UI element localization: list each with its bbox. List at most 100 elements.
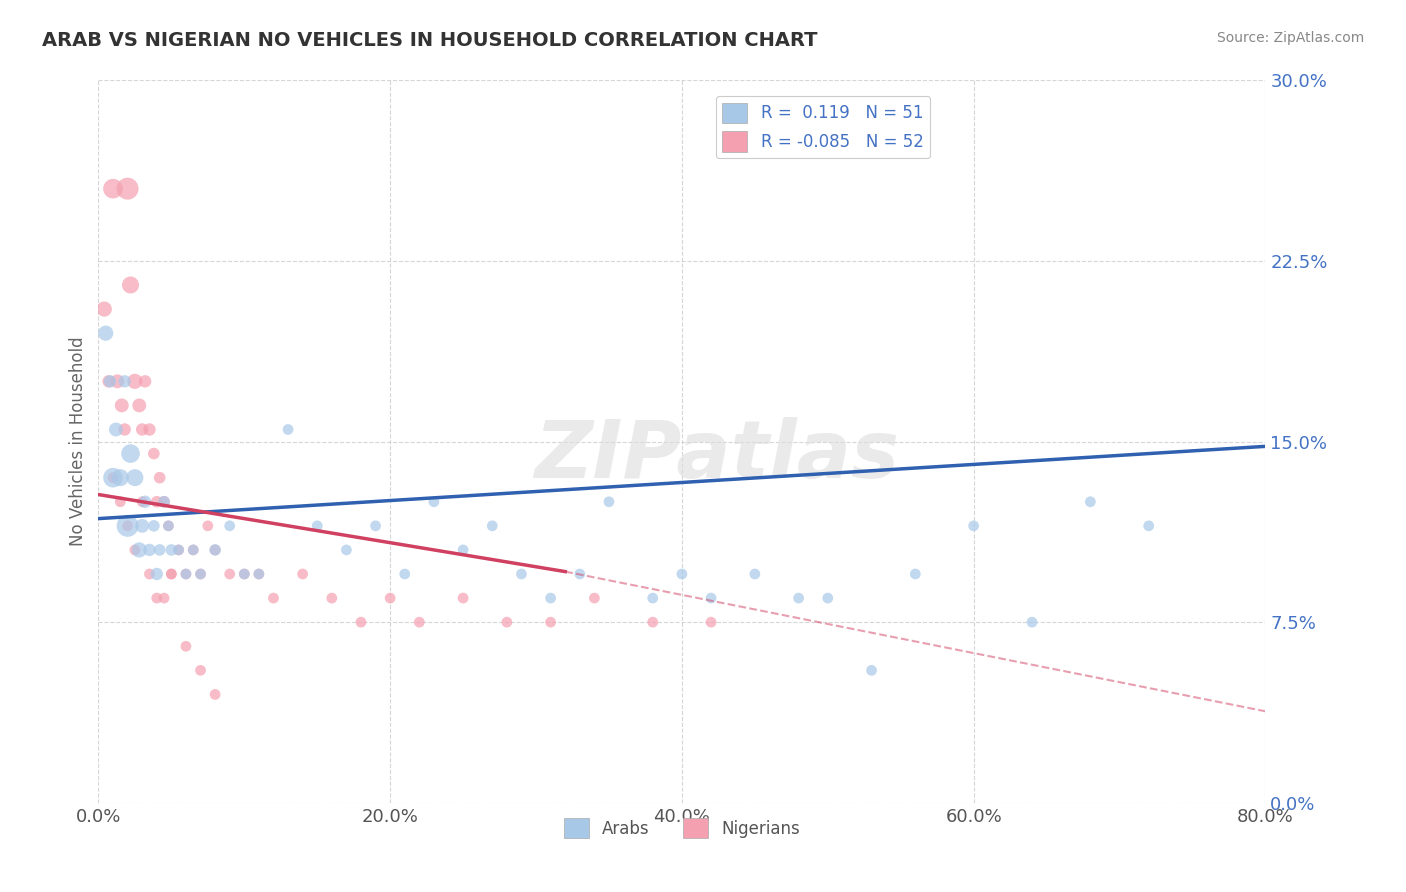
Point [568, 567, 591, 582]
Point [149, 470, 172, 484]
Point [291, 567, 314, 582]
Point [350, 615, 373, 630]
Point [101, 181, 124, 195]
Point [128, 398, 150, 412]
Point [181, 542, 204, 557]
Point [321, 591, 343, 605]
Point [117, 181, 139, 195]
Point [138, 542, 160, 557]
Point [101, 470, 124, 484]
Point [131, 422, 153, 436]
Point [142, 446, 165, 460]
Point [1137, 518, 1160, 533]
Point [174, 567, 197, 582]
Point [247, 567, 270, 582]
Point [174, 567, 197, 582]
Point [204, 687, 226, 701]
Point [174, 639, 197, 653]
Point [247, 567, 270, 582]
Point [124, 470, 146, 484]
Point [218, 518, 240, 533]
Point [451, 591, 474, 605]
Point [131, 494, 153, 508]
Point [335, 542, 357, 557]
Point [153, 591, 176, 605]
Point [146, 591, 169, 605]
Point [641, 615, 664, 630]
Point [110, 470, 132, 484]
Point [962, 518, 984, 533]
Point [700, 615, 723, 630]
Point [744, 567, 766, 582]
Point [204, 542, 226, 557]
Point [146, 494, 169, 508]
Point [1021, 615, 1043, 630]
Point [641, 591, 664, 605]
Point [787, 591, 810, 605]
Point [904, 567, 927, 582]
Point [496, 615, 519, 630]
Point [190, 567, 212, 582]
Point [540, 615, 562, 630]
Point [94, 326, 117, 340]
Point [117, 518, 139, 533]
Point [142, 518, 165, 533]
Point [153, 494, 176, 508]
Point [190, 567, 212, 582]
Point [233, 567, 256, 582]
Point [160, 567, 183, 582]
Point [481, 518, 503, 533]
Point [146, 567, 169, 582]
Point [114, 422, 136, 436]
Point [134, 494, 156, 508]
Point [380, 591, 402, 605]
Point [583, 591, 606, 605]
Point [1080, 494, 1102, 508]
Text: Source: ZipAtlas.com: Source: ZipAtlas.com [1216, 31, 1364, 45]
Point [598, 494, 620, 508]
Point [817, 591, 839, 605]
Legend: Arabs, Nigerians: Arabs, Nigerians [557, 812, 807, 845]
Point [190, 664, 212, 678]
Point [157, 518, 180, 533]
Point [149, 542, 172, 557]
Point [364, 518, 387, 533]
Point [114, 374, 136, 388]
Point [101, 470, 124, 484]
Point [408, 615, 430, 630]
Point [167, 542, 190, 557]
Point [197, 518, 219, 533]
Point [138, 422, 160, 436]
Point [423, 494, 446, 508]
Point [860, 664, 883, 678]
Point [540, 591, 562, 605]
Point [97, 374, 120, 388]
Point [93, 301, 115, 317]
Point [104, 422, 127, 436]
Point [131, 518, 153, 533]
Point [181, 542, 204, 557]
Point [124, 374, 146, 388]
Point [120, 277, 142, 292]
Point [157, 518, 180, 533]
Point [262, 591, 284, 605]
Text: ZIPatlas: ZIPatlas [534, 417, 900, 495]
Point [277, 422, 299, 436]
Point [233, 567, 256, 582]
Point [671, 567, 693, 582]
Point [167, 542, 190, 557]
Point [120, 446, 142, 460]
Point [307, 518, 329, 533]
Point [510, 567, 533, 582]
Point [160, 567, 183, 582]
Point [128, 542, 150, 557]
Point [111, 398, 134, 412]
Point [160, 542, 183, 557]
Point [117, 518, 139, 533]
Point [394, 567, 416, 582]
Point [134, 374, 156, 388]
Point [110, 494, 132, 508]
Point [98, 374, 121, 388]
Point [124, 542, 146, 557]
Point [153, 494, 176, 508]
